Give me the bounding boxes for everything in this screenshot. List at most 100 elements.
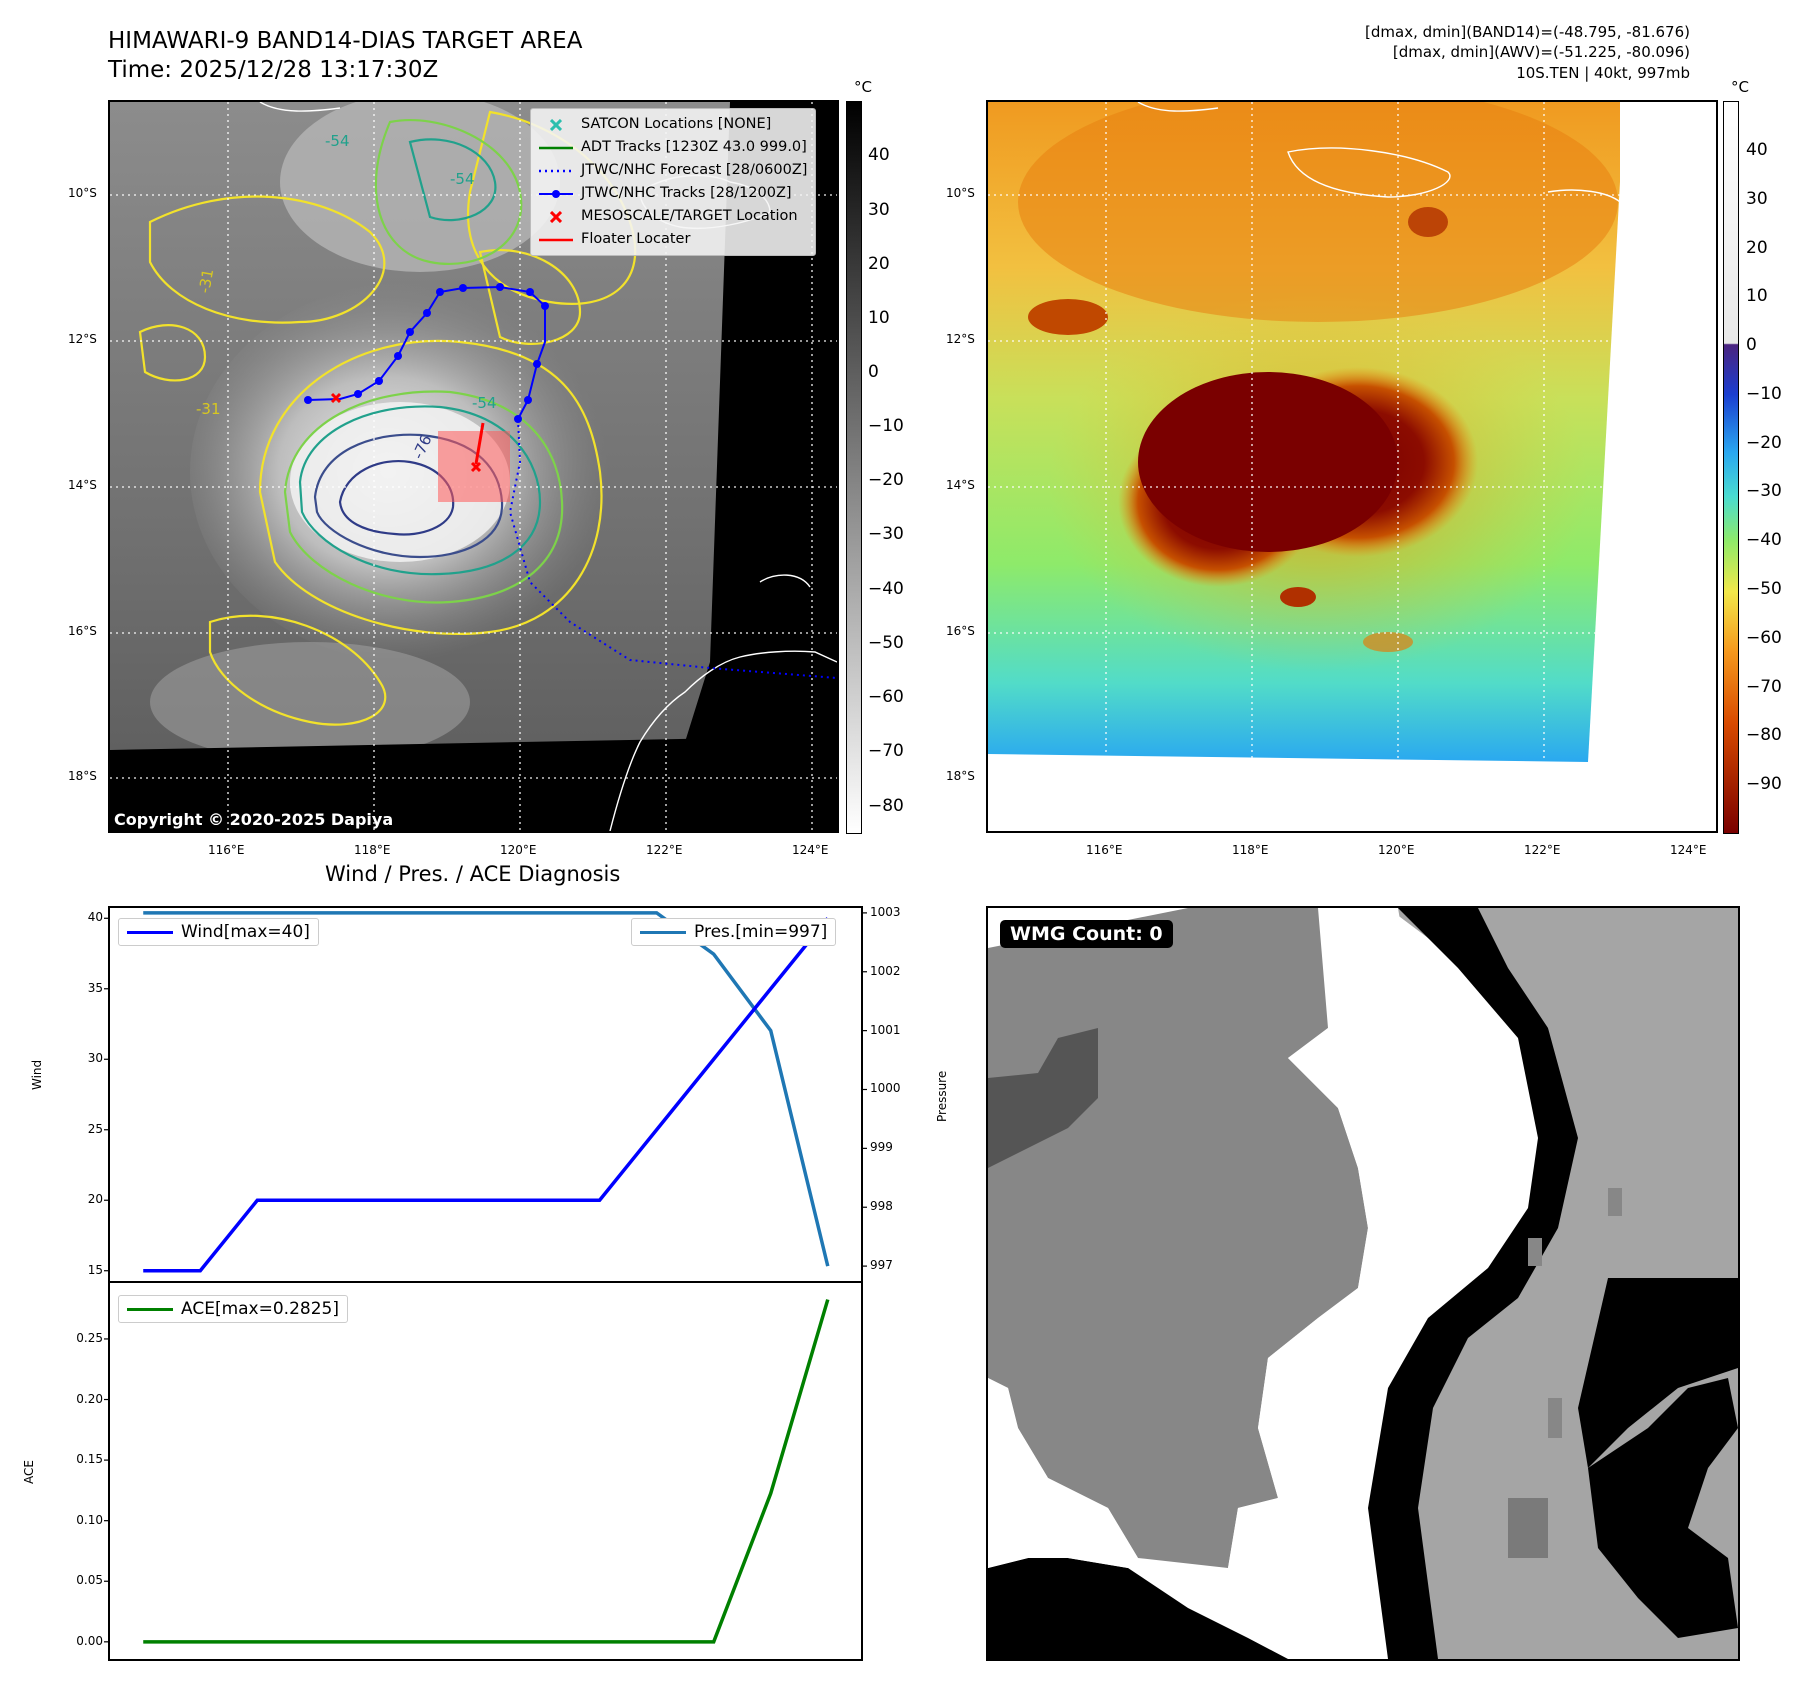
info-dmax-band14: [dmax, dmin](BAND14)=(-48.795, -81.676)	[1365, 23, 1690, 41]
line-icon	[640, 930, 686, 934]
colorbar-gray-tick: 30	[868, 200, 890, 220]
colorbar-gray-tick: 0	[868, 362, 879, 382]
map-legend: SATCON Locations [NONE] ADT Tracks [1230…	[530, 108, 817, 256]
ace-tick-label: 0.25	[76, 1330, 103, 1345]
awv-map-image	[988, 102, 1716, 831]
wind-series-line	[143, 917, 830, 1273]
colorbar-gray-tick: −70	[868, 741, 904, 761]
colorbar-color-tick: −70	[1746, 677, 1782, 697]
lon-label: 118°E	[1232, 843, 1269, 857]
colorbar-gray	[846, 101, 862, 834]
diagnosis-chart-title: Wind / Pres. / ACE Diagnosis	[325, 862, 621, 886]
wind-legend: Wind[max=40]	[118, 918, 319, 946]
legend-label: ADT Tracks [1230Z 43.0 999.0]	[581, 139, 807, 155]
legend-label: SATCON Locations [NONE]	[581, 116, 772, 132]
ace-series-line	[143, 1299, 830, 1644]
colorbar-color-tick: −80	[1746, 725, 1782, 745]
legend-label: MESOSCALE/TARGET Location	[581, 208, 798, 224]
legend-item-forecast: JTWC/NHC Forecast [28/0600Z]	[539, 159, 807, 182]
colorbar-color-tick: 0	[1746, 335, 1757, 355]
lon-label: 116°E	[1086, 843, 1123, 857]
lat-label: 10°S	[68, 186, 97, 200]
colorbar-color-tick: −30	[1746, 481, 1782, 501]
line-icon	[539, 233, 573, 247]
lon-label: 120°E	[500, 843, 537, 857]
ir-map-panel: -54 -54 -31 -31 -54 -76 SATCON Locations…	[108, 100, 839, 833]
colorbar-color-tick: −60	[1746, 628, 1782, 648]
lon-label: 116°E	[208, 843, 245, 857]
colorbar-color-tick: −90	[1746, 774, 1782, 794]
colorbar-gray-tick: 10	[868, 308, 890, 328]
colorbar-color-tick: 10	[1746, 286, 1768, 306]
ace-tick-label: 0.00	[76, 1633, 103, 1648]
colorbar-color-tick: −50	[1746, 579, 1782, 599]
line-dot-icon	[539, 187, 573, 201]
colorbar-gray-tick: −80	[868, 796, 904, 816]
map-title-line1: HIMAWARI-9 BAND14-DIAS TARGET AREA	[108, 28, 583, 54]
legend-item-mesoscale: MESOSCALE/TARGET Location	[539, 205, 807, 228]
ace-tick-label: 0.05	[76, 1573, 103, 1588]
wind-tick-label: 30	[87, 1051, 103, 1066]
legend-item-floater: Floater Locater	[539, 228, 807, 251]
ace-axis-label: ACE	[22, 1460, 36, 1484]
colorbar-color-tick: −10	[1746, 384, 1782, 404]
pressure-tick-label: 1000	[870, 1081, 901, 1096]
line-icon	[127, 1307, 173, 1311]
wind-legend-label: Wind[max=40]	[181, 922, 310, 942]
wind-tick-label: 25	[87, 1121, 103, 1136]
colorbar-gray-unit: °C	[854, 78, 872, 96]
wmg-image	[988, 908, 1738, 1659]
colorbar-gray-tick: 40	[868, 145, 890, 165]
colorbar-color-tick: 20	[1746, 238, 1768, 258]
wind-axis-label: Wind	[30, 1059, 44, 1090]
colorbar-gray-tick: −10	[868, 416, 904, 436]
pressure-series-line	[143, 911, 830, 1267]
pressure-legend: Pres.[min=997]	[631, 918, 837, 946]
colorbar-gray-tick: −60	[868, 687, 904, 707]
colorbar-color-unit: °C	[1731, 78, 1749, 96]
lat-label: 12°S	[68, 332, 97, 346]
info-dmax-awv: [dmax, dmin](AWV)=(-51.225, -80.096)	[1392, 43, 1690, 61]
contour-label: -54	[450, 170, 475, 188]
colorbar-gray-tick: −50	[868, 633, 904, 653]
colorbar-color	[1723, 101, 1739, 834]
colorbar-color-tick: 40	[1746, 140, 1768, 160]
pressure-tick-label: 999	[870, 1140, 893, 1155]
wind-pressure-frame	[108, 906, 863, 1283]
lat-label: 14°S	[946, 478, 975, 492]
lon-label: 124°E	[1670, 843, 1707, 857]
lat-label: 16°S	[68, 624, 97, 638]
contour-label: -54	[472, 394, 497, 412]
line-icon	[539, 141, 573, 155]
ace-tick-label: 0.10	[76, 1512, 103, 1527]
awv-map-panel	[986, 100, 1718, 833]
lat-label: 18°S	[946, 769, 975, 783]
wind-tick-label: 15	[87, 1262, 103, 1277]
pressure-tick-label: 1003	[870, 904, 901, 919]
colorbar-gray-tick: −40	[868, 579, 904, 599]
lat-label: 16°S	[946, 624, 975, 638]
colorbar-color-tick: −40	[1746, 530, 1782, 550]
legend-item-adt: ADT Tracks [1230Z 43.0 999.0]	[539, 136, 807, 159]
ace-legend: ACE[max=0.2825]	[118, 1295, 348, 1323]
pressure-tick-label: 997	[870, 1258, 893, 1273]
copyright-text: Copyright © 2020-2025 Dapiya	[114, 810, 394, 829]
ace-legend-label: ACE[max=0.2825]	[181, 1299, 339, 1319]
pressure-tick-label: 998	[870, 1199, 893, 1214]
colorbar-color-tick: −20	[1746, 433, 1782, 453]
colorbar-gray-tick: −30	[868, 524, 904, 544]
pressure-tick-label: 1001	[870, 1022, 901, 1037]
colorbar-gray-tick: −20	[868, 470, 904, 490]
line-icon	[127, 930, 173, 934]
wind-tick-label: 20	[87, 1192, 103, 1207]
wmg-panel: WMG Count: 0	[986, 906, 1740, 1661]
lon-label: 122°E	[646, 843, 683, 857]
lat-label: 12°S	[946, 332, 975, 346]
contour-label: -31	[196, 400, 221, 418]
lon-label: 118°E	[354, 843, 391, 857]
lon-label: 122°E	[1524, 843, 1561, 857]
lon-label: 120°E	[1378, 843, 1415, 857]
pressure-tick-label: 1002	[870, 963, 901, 978]
colorbar-gray-tick: 20	[868, 254, 890, 274]
ace-tick-label: 0.15	[76, 1452, 103, 1467]
